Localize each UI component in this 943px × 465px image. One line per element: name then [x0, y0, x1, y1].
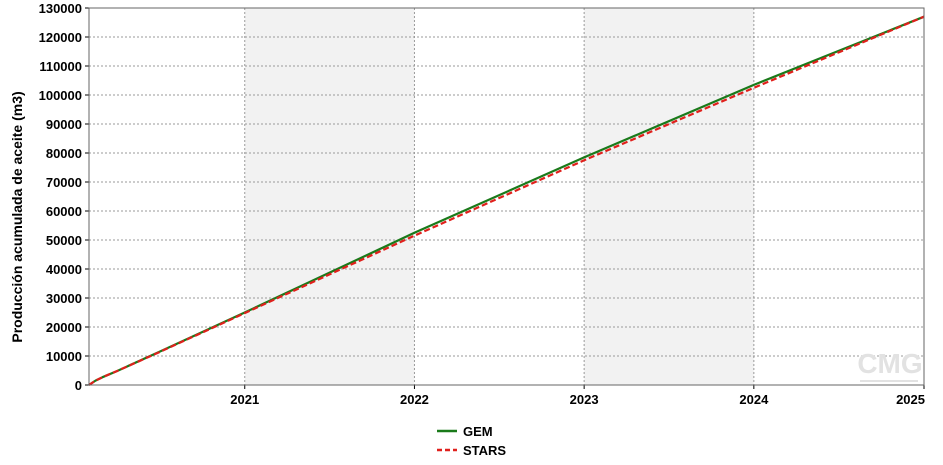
y-tick-label: 90000: [46, 117, 82, 132]
grid-lines: [89, 7, 924, 385]
y-tick-label: 20000: [46, 320, 82, 335]
x-tick-label: 2022: [400, 392, 429, 407]
y-tick-label: 130000: [39, 1, 82, 16]
axes: [85, 7, 925, 389]
y-axis-title: Producción acumulada de aceite (m3): [9, 91, 25, 342]
x-tick-label: 2021: [230, 392, 259, 407]
y-tick-label: 50000: [46, 233, 82, 248]
y-tick-label: 40000: [46, 262, 82, 277]
y-tick-label: 10000: [46, 349, 82, 364]
x-tick-label: 2025: [896, 392, 925, 407]
x-tick-label: 2024: [739, 392, 769, 407]
y-tick-label: 110000: [39, 59, 82, 74]
x-tick-label: 2023: [570, 392, 599, 407]
y-tick-label: 0: [75, 378, 82, 393]
y-tick-label: 70000: [46, 175, 82, 190]
series-line-gem: [88, 15, 925, 386]
cmg-logo-text: CMG: [857, 348, 922, 379]
shaded-bands: [244, 8, 754, 385]
series-lines: [88, 15, 925, 386]
cmg-logo-watermark: CMG: [857, 348, 923, 382]
tick-labels: 0 10000 20000 30000 40000 50000 60000 70000 8000…: [39, 1, 925, 407]
series-line-stars: [88, 15, 925, 386]
shaded-band-0: [244, 8, 415, 385]
y-tick-label: 60000: [46, 204, 82, 219]
legend-label-gem: GEM: [463, 424, 493, 439]
y-tick-label: 100000: [39, 88, 82, 103]
y-tick-label: 30000: [46, 291, 82, 306]
legend: GEM STARS: [437, 424, 506, 458]
shaded-band-1: [584, 8, 754, 385]
plot-area-frame: [88, 7, 925, 386]
y-tick-label: 80000: [46, 146, 82, 161]
y-tick-label: 120000: [39, 30, 82, 45]
legend-label-stars: STARS: [463, 443, 506, 458]
